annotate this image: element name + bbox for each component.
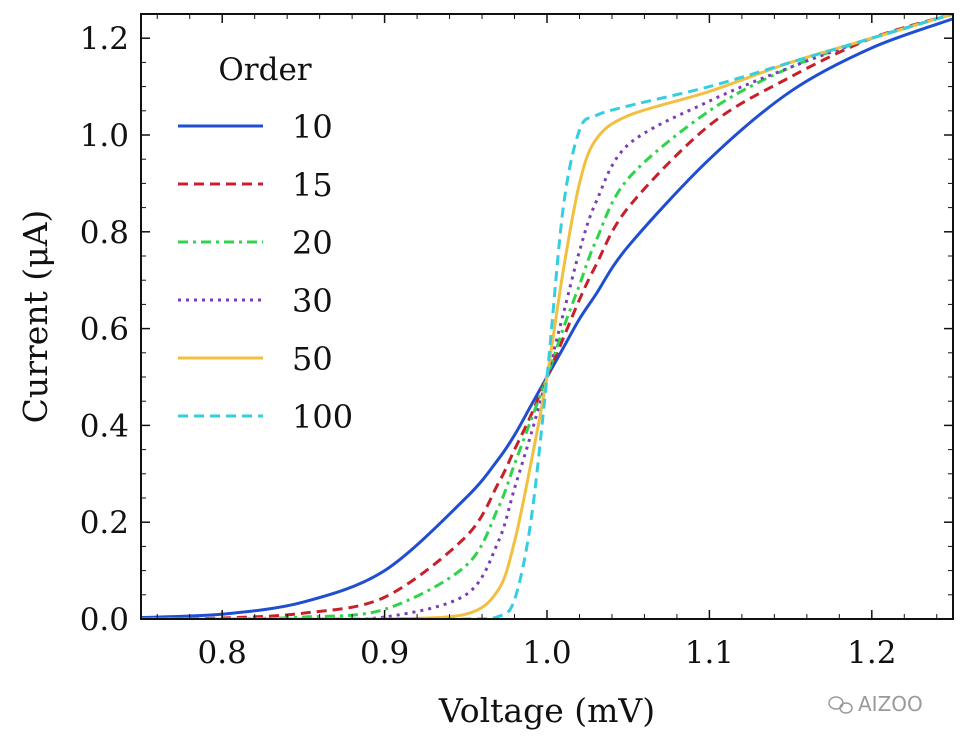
- x-tick-label: 0.9: [360, 635, 409, 671]
- y-tick-label: 0.0: [80, 602, 129, 638]
- legend-label-15: 15: [292, 166, 333, 204]
- y-tick-label: 0.2: [80, 505, 129, 541]
- legend-label-30: 30: [292, 282, 333, 320]
- x-tick-label: 0.8: [198, 635, 247, 671]
- wechat-icon: [828, 696, 853, 714]
- series-line-15: [141, 14, 953, 619]
- ticks-layer: 0.8 0.9 1.0 1.1 1.2 0.0 0.2 0.4 0.6 0.8 1.0 1.2: [80, 14, 953, 671]
- plot-frame: [140, 13, 954, 620]
- series-line-100: [141, 14, 953, 619]
- y-axis-label: Current (μA): [16, 210, 55, 424]
- x-tick-label: 1.2: [847, 635, 896, 671]
- legend: Order 10 15 20 30 50 100: [178, 52, 353, 436]
- series-line-10: [141, 17, 953, 619]
- series-line-20: [141, 14, 953, 619]
- legend-label-50: 50: [292, 340, 333, 378]
- y-tick-label: 0.8: [80, 215, 129, 251]
- legend-label-100: 100: [292, 398, 353, 436]
- y-tick-label: 1.0: [80, 118, 129, 154]
- legend-title: Order: [218, 52, 311, 88]
- y-tick-label: 0.4: [80, 408, 129, 444]
- x-tick-label: 1.0: [522, 635, 571, 671]
- legend-label-10: 10: [292, 108, 333, 146]
- series-line-30: [141, 14, 953, 619]
- watermark-text: AIZOO: [858, 692, 923, 716]
- y-tick-label: 0.6: [80, 312, 129, 348]
- x-tick-label: 1.1: [685, 635, 734, 671]
- legend-label-20: 20: [292, 224, 333, 262]
- series-layer: [141, 14, 953, 619]
- y-tick-label: 1.2: [80, 21, 129, 57]
- series-line-50: [141, 14, 953, 619]
- x-axis-label: Voltage (mV): [438, 691, 655, 730]
- watermark: AIZOO: [828, 692, 923, 716]
